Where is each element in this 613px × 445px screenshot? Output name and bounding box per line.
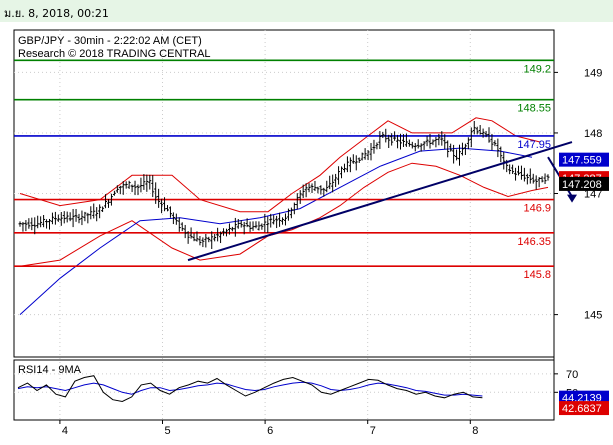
main-plot-frame xyxy=(13,29,555,358)
trend-line xyxy=(187,141,573,262)
rsi-tick-label: 70 xyxy=(566,369,578,381)
header-bar: ม.ย. 8, 2018, 00:21 xyxy=(0,0,613,22)
y-tick-label: 147 xyxy=(584,189,602,201)
level-label: 147.95 xyxy=(517,139,551,151)
header-datetime: ม.ย. 8, 2018, 00:21 xyxy=(4,7,109,20)
level-label: 148.55 xyxy=(517,103,551,115)
grid-layer xyxy=(14,30,554,420)
x-tick-label: 7 xyxy=(370,425,376,437)
level-label: 145.8 xyxy=(523,269,551,281)
price-bars-layer xyxy=(18,120,550,250)
rsi-plot-frame xyxy=(13,359,555,421)
price-badge xyxy=(559,152,609,167)
level-label: 149.2 xyxy=(523,63,551,75)
level-label: 146.35 xyxy=(517,236,551,248)
x-tick-label: 8 xyxy=(472,425,478,437)
x-tick-label: 4 xyxy=(62,425,68,437)
x-tick-label: 6 xyxy=(267,425,273,437)
rsi-ma-line xyxy=(17,381,483,397)
price-badge-label: 147.208 xyxy=(562,179,602,191)
y-tick-label: 148 xyxy=(584,128,602,140)
rsi-badge xyxy=(559,401,609,416)
lower-band xyxy=(19,162,549,267)
y-tick-label: 145 xyxy=(584,310,602,322)
rsi-label: RSI14 - 9MA xyxy=(18,364,82,376)
chart-subtitle: Research © 2018 TRADING CENTRAL xyxy=(18,48,211,60)
upper-band xyxy=(19,117,541,213)
rsi-line xyxy=(17,375,483,403)
y-tick-label: 149 xyxy=(584,67,602,79)
level-layer: 149.2 148.55 147.95 146.9 146.35 145.8 xyxy=(14,59,554,281)
x-tick-label: 5 xyxy=(165,425,171,437)
level-label: 146.9 xyxy=(523,203,551,215)
rsi-badge-label: 42.6837 xyxy=(562,403,602,415)
chart-title: GBP/JPY - 30min - 2:22:02 AM (CET) xyxy=(18,35,202,47)
forecast-arrow-head xyxy=(567,194,577,203)
price-badge xyxy=(559,176,609,191)
axis-layer: 4 5 6 7 8 149 148 147 145 xyxy=(59,67,602,437)
price-badge-label: 147.559 xyxy=(562,155,602,167)
